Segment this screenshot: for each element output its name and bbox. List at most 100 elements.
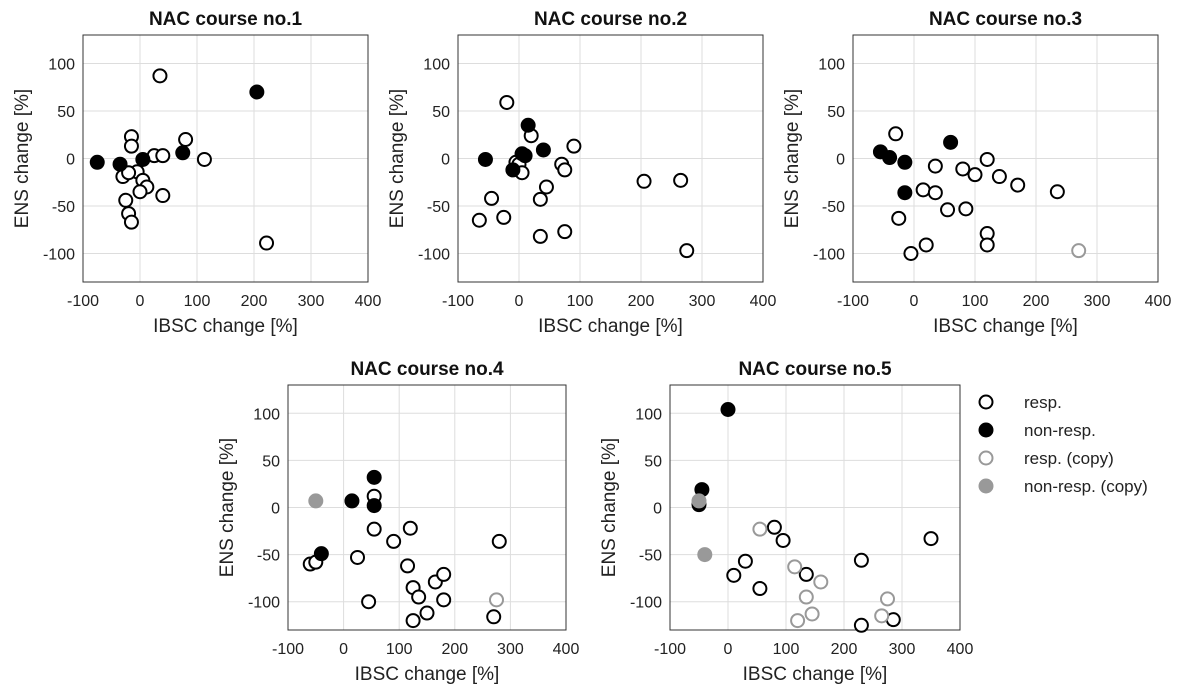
x-tick-label: 300: [497, 641, 524, 658]
x-tick-label: 300: [298, 293, 325, 310]
axes-box: [457, 34, 764, 283]
data-point: [958, 201, 974, 217]
legend-label: resp. (copy): [1024, 449, 1114, 468]
panel-5: -100 0 100 200 300 400 -100 -50 0 50 100 NAC course…: [599, 359, 973, 685]
data-point: [880, 591, 895, 607]
axes-box: [669, 384, 961, 631]
data-point: [897, 154, 913, 170]
data-point: [152, 68, 168, 84]
chart-title: NAC course no.3: [929, 9, 1082, 30]
data-point: [1049, 184, 1065, 200]
data-point: [752, 581, 768, 597]
x-tick-label: -100: [837, 293, 869, 310]
data-point: [679, 243, 695, 259]
data-point: [155, 148, 171, 164]
data-point: [477, 151, 493, 167]
data-point: [123, 138, 139, 154]
data-point: [967, 167, 983, 183]
x-tick-label: 0: [515, 293, 524, 310]
data-point: [505, 162, 521, 178]
data-point: [874, 608, 890, 624]
data-point: [344, 493, 360, 509]
y-axis-label: ENS change [%]: [387, 89, 408, 228]
x-tick-label: -100: [654, 641, 686, 658]
data-point: [535, 142, 551, 158]
data-point: [557, 224, 573, 240]
x-axis-label: IBSC change [%]: [538, 316, 683, 337]
y-tick-label: 100: [635, 406, 662, 423]
data-point: [350, 549, 365, 565]
legend-marker: [978, 394, 994, 410]
data-point: [112, 156, 128, 172]
data-point: [484, 190, 500, 206]
y-axis-label: ENS change [%]: [599, 438, 620, 577]
data-point: [366, 498, 382, 514]
data-point: [903, 246, 919, 261]
axes-box: [852, 34, 1159, 283]
data-point: [636, 173, 652, 189]
data-point: [853, 552, 869, 568]
x-tick-label: 300: [1084, 293, 1111, 310]
x-tick-label: 0: [136, 293, 145, 310]
x-tick-label: 400: [355, 293, 382, 310]
y-tick-label: -50: [257, 548, 280, 565]
x-tick-label: -100: [67, 293, 99, 310]
y-tick-label: 0: [66, 152, 75, 169]
x-tick-label: 100: [567, 293, 594, 310]
data-point: [798, 566, 814, 582]
data-point: [853, 617, 869, 633]
x-tick-label: 0: [724, 641, 733, 658]
y-tick-label: -50: [52, 199, 75, 216]
data-point: [940, 202, 956, 218]
y-tick-label: 50: [644, 453, 662, 470]
x-axis-label: IBSC change [%]: [743, 664, 888, 685]
y-tick-label: 0: [441, 152, 450, 169]
y-axis-label: ENS change [%]: [217, 438, 238, 577]
data-point: [405, 613, 421, 629]
y-tick-label: 100: [48, 57, 75, 74]
x-tick-label: 300: [889, 641, 916, 658]
data-point: [532, 228, 548, 244]
x-axis-label: IBSC change [%]: [153, 316, 298, 337]
data-point: [196, 151, 212, 167]
legend-marker: [978, 422, 994, 438]
x-tick-label: 100: [386, 641, 413, 658]
legend-marker: [978, 450, 994, 466]
y-tick-label: 100: [423, 57, 450, 74]
data-point: [798, 589, 814, 605]
data-point: [752, 521, 768, 537]
data-point: [691, 493, 707, 509]
y-tick-label: 50: [262, 453, 280, 470]
panel-4: -100 0 100 200 300 400 -100 -50 0 50 100 NAC course…: [217, 359, 579, 685]
data-point: [697, 547, 713, 563]
x-tick-label: 200: [441, 641, 468, 658]
x-tick-label: 100: [773, 641, 800, 658]
data-point: [471, 212, 487, 228]
x-tick-label: 400: [750, 293, 777, 310]
data-point: [891, 210, 907, 226]
y-tick-label: -100: [630, 595, 662, 612]
data-point: [943, 134, 959, 150]
data-point: [804, 606, 820, 622]
x-tick-label: -100: [272, 641, 304, 658]
y-tick-label: -50: [822, 199, 845, 216]
data-point: [361, 594, 377, 610]
data-point: [979, 237, 995, 253]
y-tick-label: -100: [248, 595, 280, 612]
x-tick-label: 100: [962, 293, 989, 310]
data-point: [955, 161, 971, 177]
data-point: [419, 605, 435, 621]
x-tick-label: 100: [184, 293, 211, 310]
data-point: [491, 533, 507, 549]
y-tick-label: 50: [432, 104, 450, 121]
axes-box: [82, 34, 369, 283]
x-axis-label: IBSC change [%]: [933, 316, 1078, 337]
legend: resp. non-resp. resp. (copy) non-resp. (cop…: [978, 393, 1148, 496]
x-tick-label: 200: [628, 293, 655, 310]
data-point: [927, 185, 943, 201]
data-point: [486, 609, 502, 625]
data-point: [813, 574, 829, 590]
chart-title: NAC course no.4: [350, 359, 504, 380]
data-point: [1010, 177, 1026, 193]
